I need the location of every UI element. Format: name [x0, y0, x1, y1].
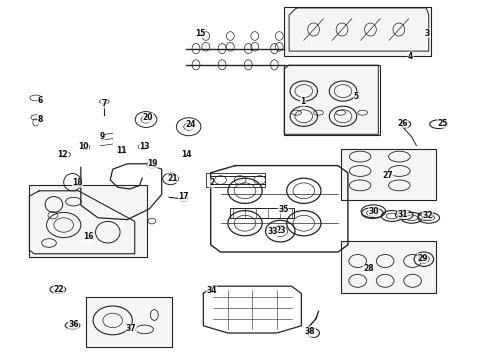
Bar — [29, 185, 147, 257]
Text: 36: 36 — [68, 320, 79, 329]
Text: 26: 26 — [397, 119, 408, 128]
Text: 4: 4 — [408, 52, 413, 61]
Text: 9: 9 — [99, 132, 104, 141]
Text: 15: 15 — [195, 29, 205, 38]
Text: 32: 32 — [422, 211, 433, 220]
Text: 25: 25 — [437, 119, 448, 128]
Text: 7: 7 — [101, 99, 106, 108]
Text: 5: 5 — [354, 92, 359, 101]
Text: 29: 29 — [417, 253, 428, 263]
Text: 16: 16 — [83, 233, 94, 242]
Bar — [284, 7, 431, 56]
Text: 13: 13 — [139, 143, 150, 152]
Text: 22: 22 — [53, 284, 64, 294]
Text: 27: 27 — [383, 171, 393, 180]
Bar — [206, 173, 265, 187]
Text: 31: 31 — [397, 210, 408, 219]
Bar — [341, 149, 436, 200]
Text: 24: 24 — [186, 120, 196, 130]
Text: 10: 10 — [78, 143, 89, 152]
Text: 14: 14 — [181, 150, 192, 159]
Text: 11: 11 — [116, 146, 127, 155]
Text: 6: 6 — [38, 96, 43, 105]
Text: 19: 19 — [147, 159, 158, 168]
Text: 23: 23 — [275, 226, 286, 235]
Text: 12: 12 — [57, 150, 68, 159]
Bar — [341, 241, 436, 293]
Text: 30: 30 — [368, 207, 379, 216]
Text: 21: 21 — [167, 174, 178, 183]
Text: 33: 33 — [268, 227, 278, 236]
Text: 20: 20 — [143, 113, 153, 122]
Bar — [284, 65, 380, 135]
Text: 18: 18 — [72, 179, 83, 188]
Text: 17: 17 — [178, 192, 189, 202]
Text: 1: 1 — [300, 97, 305, 106]
Text: 37: 37 — [126, 324, 137, 333]
Text: 8: 8 — [38, 115, 43, 124]
Text: 3: 3 — [425, 29, 430, 38]
Bar — [86, 297, 172, 347]
Text: 38: 38 — [305, 328, 316, 336]
Text: 2: 2 — [209, 179, 214, 188]
Bar — [230, 208, 294, 218]
Text: 34: 34 — [206, 287, 217, 295]
Text: 35: 35 — [278, 205, 289, 214]
Text: 28: 28 — [363, 264, 374, 274]
